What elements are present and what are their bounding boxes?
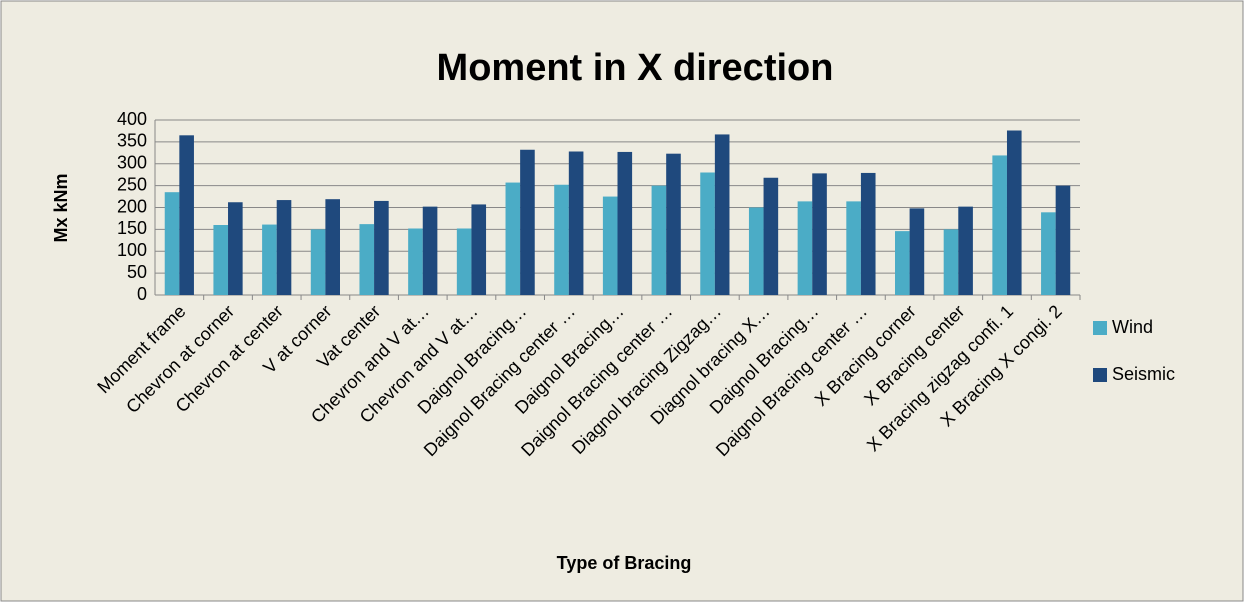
chart-title: Moment in X direction <box>437 47 834 89</box>
bar <box>992 155 1007 295</box>
bar <box>1041 212 1056 295</box>
y-tick-label: 50 <box>127 262 147 282</box>
bar <box>714 134 730 295</box>
legend-swatch <box>1093 368 1107 382</box>
bar <box>505 182 521 295</box>
y-tick-label: 150 <box>117 218 147 238</box>
bar <box>568 151 584 295</box>
bar <box>1055 185 1071 295</box>
y-tick-label: 200 <box>117 196 147 216</box>
bar <box>262 224 277 295</box>
bar <box>179 135 194 295</box>
bar <box>359 224 375 295</box>
bar <box>763 177 779 295</box>
y-tick-label: 350 <box>117 131 147 151</box>
bar <box>651 185 667 295</box>
bar <box>797 201 813 295</box>
bar <box>666 153 681 295</box>
bar <box>554 184 569 295</box>
bar <box>846 201 861 295</box>
legend-swatch <box>1093 321 1107 335</box>
y-tick-label: 0 <box>137 284 147 304</box>
bar <box>860 172 876 295</box>
bar <box>276 200 292 295</box>
bar <box>943 229 959 295</box>
x-axis-label: Type of Bracing <box>557 553 692 573</box>
bar <box>958 206 973 295</box>
bar <box>408 228 423 295</box>
legend-label: Wind <box>1112 317 1153 337</box>
y-axis-label: Mx kNm <box>51 173 71 242</box>
bar <box>895 231 910 295</box>
bar <box>471 204 487 295</box>
bar <box>310 229 326 295</box>
bar <box>909 208 925 295</box>
bar <box>325 199 340 295</box>
bar <box>1006 130 1022 295</box>
bar <box>164 192 180 295</box>
bar <box>374 200 389 295</box>
y-tick-label: 250 <box>117 174 147 194</box>
bar <box>812 173 827 295</box>
bar <box>602 196 618 295</box>
bar <box>748 207 764 295</box>
bar <box>700 172 715 295</box>
y-tick-label: 100 <box>117 240 147 260</box>
bar <box>456 228 472 295</box>
bar <box>520 149 535 295</box>
bar <box>228 202 243 295</box>
bar <box>422 206 438 295</box>
legend-label: Seismic <box>1112 364 1175 384</box>
y-tick-label: 400 <box>117 109 147 129</box>
y-tick-label: 300 <box>117 153 147 173</box>
bar <box>213 225 229 295</box>
bar <box>617 151 633 295</box>
